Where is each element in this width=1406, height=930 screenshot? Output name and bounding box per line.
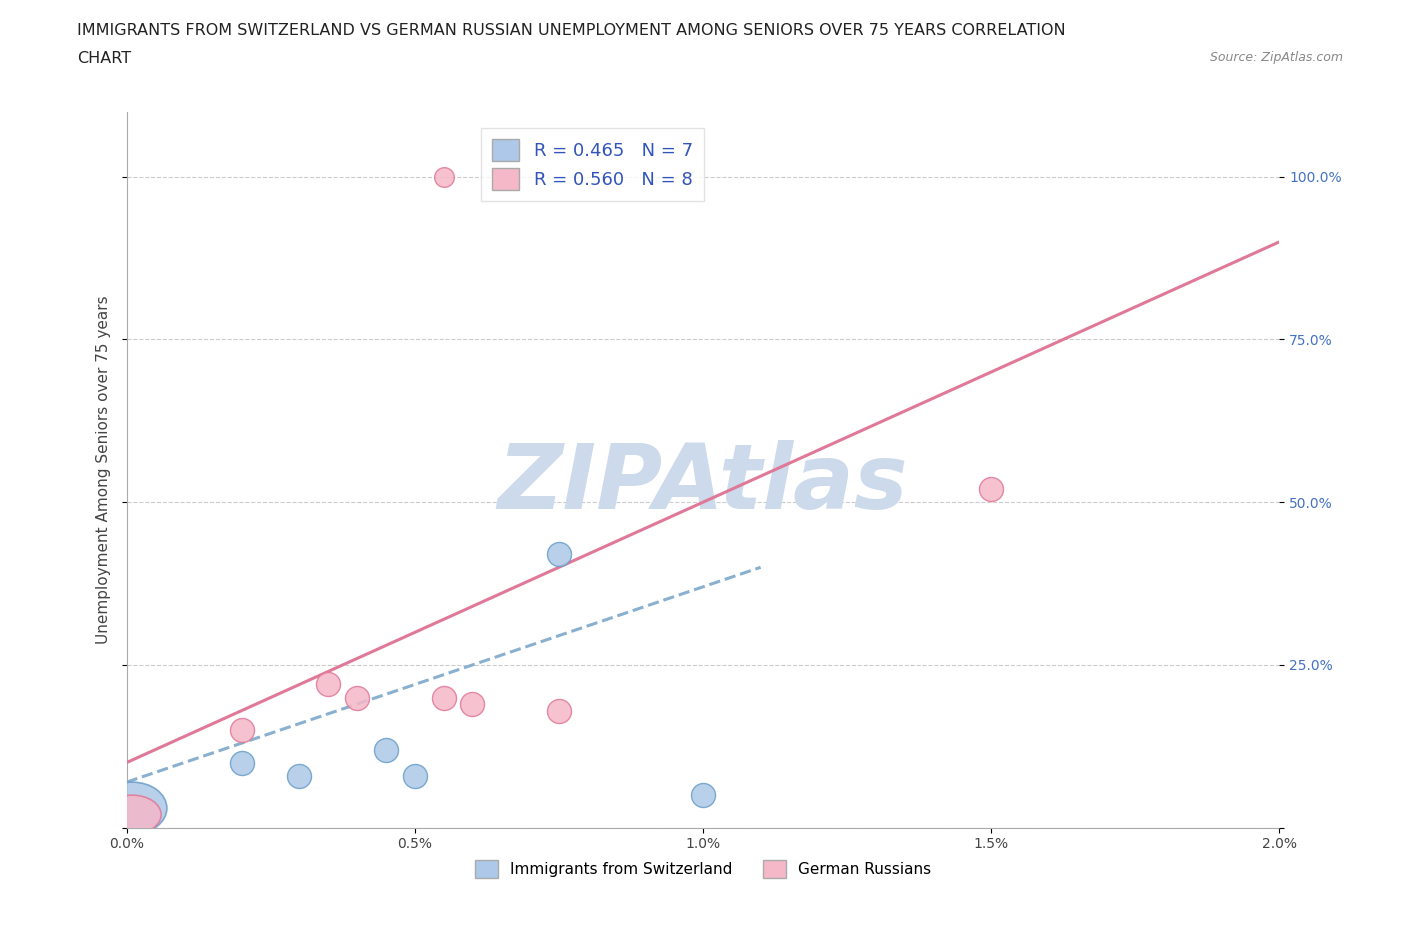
Point bbox=[288, 768, 311, 783]
Ellipse shape bbox=[97, 782, 167, 834]
Text: IMMIGRANTS FROM SWITZERLAND VS GERMAN RUSSIAN UNEMPLOYMENT AMONG SENIORS OVER 75: IMMIGRANTS FROM SWITZERLAND VS GERMAN RU… bbox=[77, 23, 1066, 38]
Point bbox=[231, 723, 253, 737]
Ellipse shape bbox=[104, 795, 162, 834]
Point bbox=[374, 742, 398, 757]
Text: ZIPAtlas: ZIPAtlas bbox=[498, 440, 908, 528]
Point bbox=[980, 482, 1002, 497]
Text: Source: ZipAtlas.com: Source: ZipAtlas.com bbox=[1209, 51, 1343, 64]
Point bbox=[692, 788, 714, 803]
Point bbox=[548, 703, 571, 718]
Point bbox=[433, 169, 456, 184]
Point bbox=[231, 755, 253, 770]
Text: CHART: CHART bbox=[77, 51, 131, 66]
Point bbox=[433, 690, 456, 705]
Point bbox=[548, 547, 571, 562]
Legend: Immigrants from Switzerland, German Russians: Immigrants from Switzerland, German Russ… bbox=[468, 854, 938, 884]
Point bbox=[404, 768, 426, 783]
Point bbox=[318, 677, 340, 692]
Y-axis label: Unemployment Among Seniors over 75 years: Unemployment Among Seniors over 75 years bbox=[96, 296, 111, 644]
Point bbox=[346, 690, 368, 705]
Point bbox=[461, 697, 484, 711]
